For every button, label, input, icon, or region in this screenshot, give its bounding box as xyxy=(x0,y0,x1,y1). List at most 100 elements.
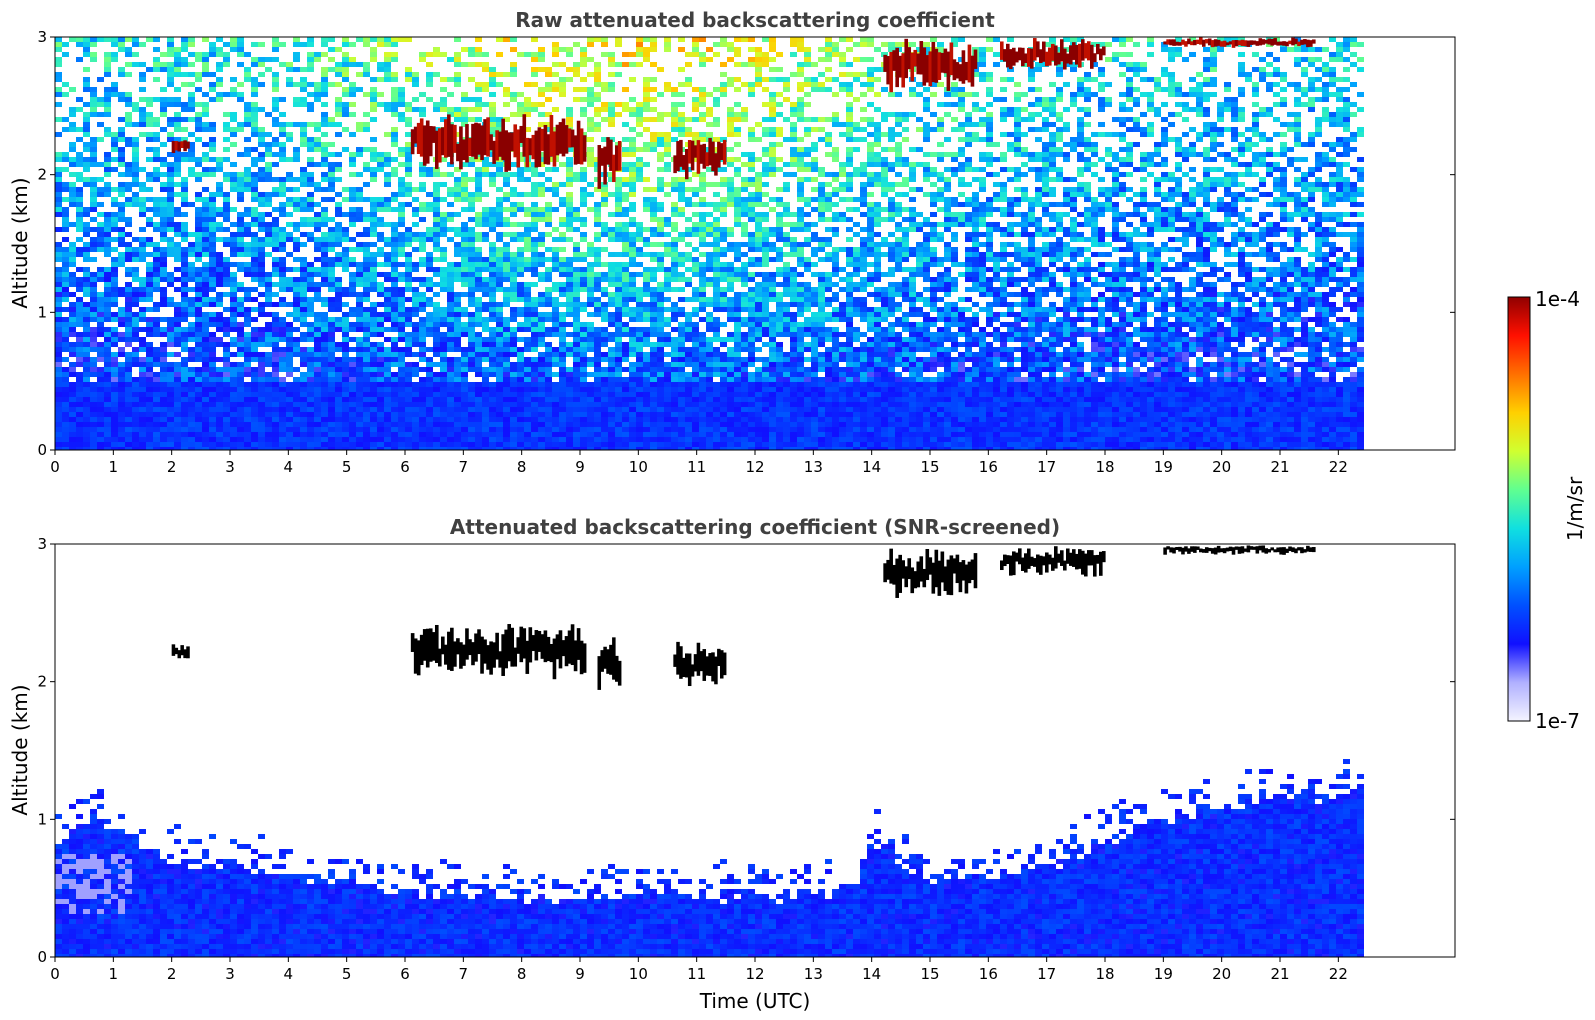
heatmap-cell xyxy=(314,397,321,402)
heatmap-cell xyxy=(328,162,335,167)
heatmap-cell xyxy=(293,157,300,162)
heatmap-cell xyxy=(496,162,503,167)
heatmap-cell xyxy=(307,367,314,372)
heatmap-cell xyxy=(111,327,118,332)
heatmap-cell xyxy=(531,257,538,262)
heatmap-cell xyxy=(475,62,482,67)
heatmap-cell xyxy=(307,262,314,267)
heatmap-cell xyxy=(552,62,559,67)
heatmap-cell xyxy=(237,397,244,402)
heatmap-cell xyxy=(132,257,139,262)
heatmap-cell xyxy=(412,292,419,297)
heatmap-cell xyxy=(405,342,412,347)
heatmap-cell xyxy=(454,437,461,442)
heatmap-cell xyxy=(531,357,538,362)
heatmap-cell xyxy=(566,197,573,202)
heatmap-cell xyxy=(475,167,482,172)
heatmap-cell xyxy=(433,312,440,317)
heatmap-cell xyxy=(566,427,573,432)
heatmap-cell xyxy=(251,117,258,122)
heatmap-cell xyxy=(510,212,517,217)
heatmap-cell xyxy=(104,167,111,172)
heatmap-cell xyxy=(97,317,104,322)
heatmap-cell xyxy=(510,392,517,397)
heatmap-cell xyxy=(83,377,90,382)
heatmap-cell xyxy=(111,412,118,417)
heatmap-cell xyxy=(412,247,419,252)
heatmap-cell xyxy=(251,247,258,252)
heatmap-cell xyxy=(230,322,237,327)
heatmap-cell xyxy=(587,272,594,277)
heatmap-cell xyxy=(475,107,482,112)
heatmap-cell xyxy=(342,52,349,57)
heatmap-cell xyxy=(538,317,545,322)
heatmap-cell xyxy=(230,182,237,187)
heatmap-cell xyxy=(552,427,559,432)
heatmap-cell xyxy=(307,277,314,282)
heatmap-cell xyxy=(643,362,650,367)
heatmap-cell xyxy=(314,242,321,247)
heatmap-cell xyxy=(454,332,461,337)
heatmap-cell xyxy=(650,302,657,307)
heatmap-cell xyxy=(636,377,643,382)
heatmap-cell xyxy=(83,207,90,212)
heatmap-cell xyxy=(349,277,356,282)
heatmap-cell xyxy=(454,82,461,87)
heatmap-cell xyxy=(321,267,328,272)
heatmap-cell xyxy=(622,222,629,227)
heatmap-cell xyxy=(307,57,314,62)
heatmap-cell xyxy=(594,262,601,267)
heatmap-cell xyxy=(384,262,391,267)
heatmap-cell xyxy=(272,292,279,297)
heatmap-cell xyxy=(629,432,636,437)
heatmap-cell xyxy=(160,272,167,277)
heatmap-cell xyxy=(321,42,328,47)
heatmap-cell xyxy=(370,442,377,447)
heatmap-cell xyxy=(335,387,342,392)
heatmap-cell xyxy=(69,427,76,432)
heatmap-cell xyxy=(209,322,216,327)
heatmap-cell xyxy=(636,312,643,317)
heatmap-cell xyxy=(55,202,62,207)
heatmap-cell xyxy=(328,287,335,292)
heatmap-cell xyxy=(503,297,510,302)
heatmap-cell xyxy=(307,182,314,187)
heatmap-cell xyxy=(209,172,216,177)
heatmap-cell xyxy=(342,212,349,217)
heatmap-cell xyxy=(153,272,160,277)
heatmap-cell xyxy=(356,207,363,212)
heatmap-cell xyxy=(251,317,258,322)
heatmap-cell xyxy=(321,332,328,337)
heatmap-cell xyxy=(580,287,587,292)
heatmap-cell xyxy=(538,367,545,372)
heatmap-cell xyxy=(237,367,244,372)
heatmap-cell xyxy=(237,442,244,447)
heatmap-cell xyxy=(377,357,384,362)
heatmap-cell xyxy=(118,422,125,427)
heatmap-cell xyxy=(111,222,118,227)
heatmap-cell xyxy=(629,377,636,382)
heatmap-cell xyxy=(328,272,335,277)
heatmap-cell xyxy=(426,317,433,322)
heatmap-cell xyxy=(111,382,118,387)
heatmap-cell xyxy=(594,277,601,282)
heatmap-cell xyxy=(398,87,405,92)
heatmap-cell xyxy=(629,172,636,177)
heatmap-cell xyxy=(594,67,601,72)
heatmap-cell xyxy=(174,212,181,217)
heatmap-cell xyxy=(643,77,650,82)
heatmap-cell xyxy=(258,177,265,182)
heatmap-cell xyxy=(524,382,531,387)
heatmap-cell xyxy=(244,432,251,437)
heatmap-cell xyxy=(209,422,216,427)
heatmap-cell xyxy=(160,402,167,407)
heatmap-cell xyxy=(258,412,265,417)
heatmap-cell xyxy=(503,387,510,392)
heatmap-cell xyxy=(461,47,468,52)
heatmap-cell xyxy=(83,317,90,322)
heatmap-cell xyxy=(489,397,496,402)
heatmap-cell xyxy=(181,182,188,187)
heatmap-cell xyxy=(615,417,622,422)
heatmap-cell xyxy=(552,442,559,447)
heatmap-cell xyxy=(587,417,594,422)
